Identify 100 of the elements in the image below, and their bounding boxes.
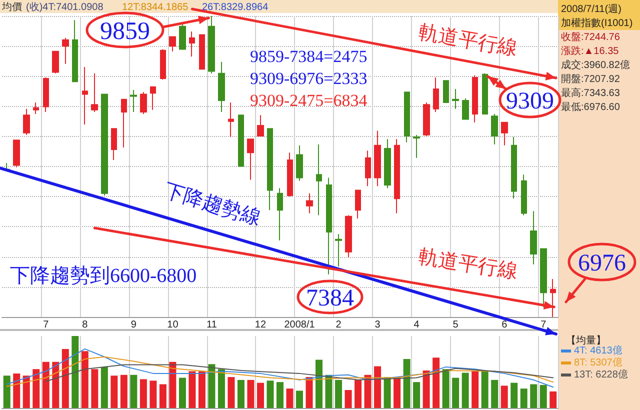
bar (188, 371, 196, 408)
text: 加權指數(I1001) (561, 17, 633, 29)
legend-label: 8T: 5307億 (574, 356, 622, 368)
x-tick-label: 3 (374, 320, 381, 330)
candlestick (140, 92, 147, 115)
candlestick (199, 34, 205, 70)
legend-label: 4T: 4613億 (574, 344, 622, 356)
candlestick (228, 102, 234, 138)
x-tick-label: 8 (82, 320, 88, 330)
x-tick-label: 2 (336, 320, 342, 330)
bar (62, 348, 69, 408)
legend-label: 13T: 6228億 (574, 368, 628, 380)
candlestick (404, 92, 410, 143)
candlestick (374, 130, 381, 187)
bar (72, 336, 79, 408)
candlestick (521, 174, 527, 216)
candlestick (423, 102, 430, 136)
candlestick (530, 210, 537, 265)
bar (296, 390, 304, 408)
text: 12T:8344.1865 (122, 2, 189, 13)
candlestick (491, 114, 498, 145)
bar (481, 371, 488, 408)
candlestick (169, 36, 176, 52)
annotation: 9309 (506, 88, 554, 114)
bar (491, 380, 498, 408)
bar (462, 372, 469, 408)
text: (收)4T:7401.0908 (26, 2, 104, 13)
bar (540, 384, 547, 408)
candlestick (130, 90, 137, 112)
candlestick (306, 192, 313, 214)
annotation: 9309-6976=2333 (250, 69, 368, 88)
bar (550, 391, 557, 408)
candlestick (189, 31, 195, 58)
candlestick (101, 94, 108, 196)
candlestick (326, 177, 332, 275)
text: 最高:7343.63 (561, 87, 620, 99)
candlestick (82, 66, 88, 125)
x-tick-label: 7 (43, 320, 50, 330)
text: 成交:3960.82億 (561, 59, 630, 71)
candlestick (443, 80, 449, 104)
candlestick (355, 190, 361, 219)
bar (100, 366, 108, 408)
x-tick-label: 5 (452, 320, 459, 330)
bar (218, 369, 225, 408)
text: 開盤:7207.92 (561, 73, 620, 85)
x-tick-label: 4 (414, 320, 420, 330)
candlestick (150, 86, 156, 110)
x-tick-label: 7 (540, 320, 547, 330)
bar (3, 376, 10, 408)
bar (413, 382, 420, 408)
candlestick (160, 48, 166, 80)
candlestick (121, 98, 127, 148)
x-tick-label: 9 (130, 320, 137, 330)
bar (150, 380, 157, 408)
text: 漲跌:▲16.35 (561, 45, 620, 57)
bar (91, 369, 98, 408)
candlestick (472, 74, 478, 123)
candlestick (267, 128, 273, 211)
legend-title: 【均量】 (566, 334, 606, 346)
candlestick (501, 122, 508, 146)
bar (208, 364, 216, 408)
annotation: 軌道平行線 (417, 246, 520, 284)
bar (530, 384, 538, 408)
bar (472, 371, 479, 408)
candlestick (91, 72, 98, 112)
bar (32, 369, 40, 408)
x-tick-label: 2008/1 (284, 320, 316, 330)
annotation: 下降趨勢到6600-6800 (10, 265, 197, 287)
candlestick (62, 37, 69, 64)
candlestick (208, 16, 215, 74)
bar (266, 380, 274, 408)
bar (335, 380, 342, 408)
bar (130, 374, 138, 408)
bar (286, 388, 294, 408)
bar (422, 370, 430, 408)
text: 2008/7/11(週) (561, 4, 622, 15)
annotation: 9309-2475=6834 (250, 91, 368, 110)
candlestick (394, 138, 400, 214)
bar (237, 380, 244, 408)
bar (228, 377, 235, 408)
bar (520, 388, 528, 408)
candlestick (511, 136, 517, 200)
candlestick (287, 152, 293, 198)
bar (432, 358, 440, 408)
bar (169, 362, 176, 408)
bar (403, 359, 410, 408)
bar (452, 378, 460, 408)
candlestick (43, 76, 49, 112)
candlestick (218, 61, 225, 112)
x-tick-label: 6 (502, 320, 508, 330)
candlestick (384, 138, 391, 189)
bar (510, 382, 518, 408)
candlestick (462, 98, 469, 120)
annotation: 9859 (100, 18, 150, 45)
candlestick (179, 22, 186, 50)
x-tick-label: 11 (206, 320, 218, 330)
bar (178, 378, 186, 408)
x-tick-label: 10 (167, 320, 179, 330)
candlestick (296, 144, 303, 182)
bar (159, 384, 166, 408)
